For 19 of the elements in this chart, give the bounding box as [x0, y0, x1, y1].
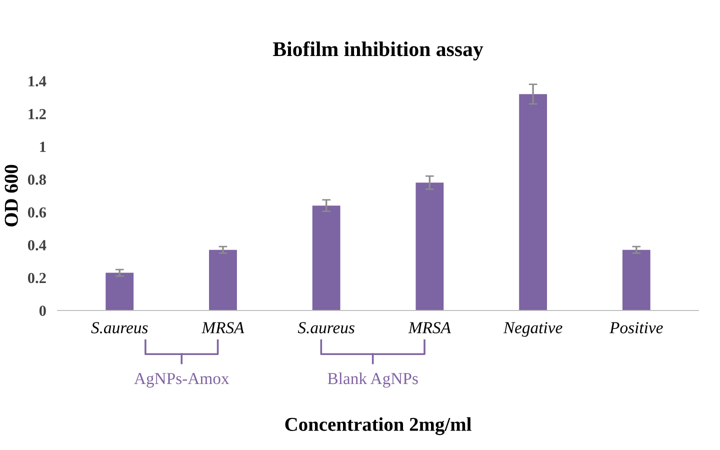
y-axis-title: OD 600	[4, 164, 18, 226]
y-tick-label: 1.2	[28, 108, 46, 120]
chart-title: Biofilm inhibition assay	[272, 41, 484, 60]
x-axis-title: Concentration 2mg/ml	[285, 417, 472, 436]
x-tick-label: MRSA	[408, 322, 452, 334]
x-tick-label: Negative	[503, 322, 562, 337]
text: AgNPs-Amox	[134, 372, 230, 388]
x-tick-label: S.aureus	[91, 322, 148, 334]
y-tick-label: 1.4	[28, 76, 46, 87]
y-tick-label: 1	[40, 142, 46, 152]
x-tick-label: MRSA	[201, 322, 244, 334]
y-tick-label: 0.4	[28, 240, 46, 250]
y-tick-label: 0	[39, 306, 46, 316]
y-tick-label: 0.2	[28, 272, 46, 284]
x-tick-label: S.aureus	[298, 322, 354, 334]
y-tick-label: 0.6	[28, 207, 46, 218]
x-tick-label: Positive	[609, 322, 663, 334]
y-tick-label: 0.8	[28, 174, 46, 185]
text: Blank AgNPs	[328, 372, 418, 388]
